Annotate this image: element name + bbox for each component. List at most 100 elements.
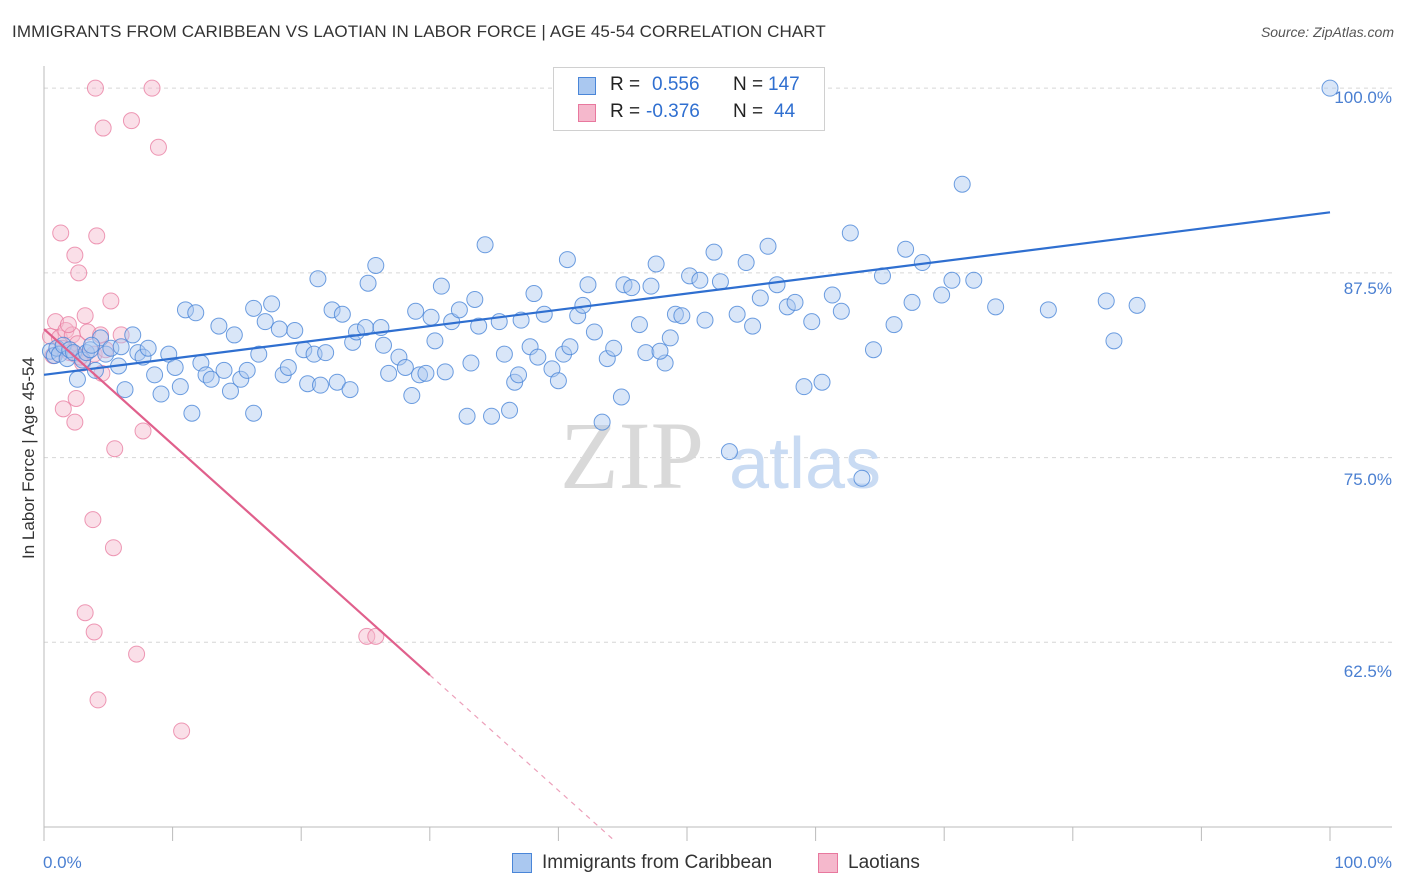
- caribbean-point: [299, 375, 317, 393]
- laotians-points: [41, 79, 385, 740]
- caribbean-point: [953, 175, 971, 193]
- caribbean-point: [561, 338, 579, 356]
- caribbean-trend-line: [43, 211, 1331, 376]
- caribbean-point: [823, 286, 841, 304]
- caribbean-point: [375, 336, 393, 354]
- laotians-point: [122, 112, 140, 130]
- trend-lines: [43, 211, 1331, 840]
- laotians-point: [70, 264, 88, 282]
- caribbean-point: [585, 323, 603, 341]
- caribbean-point: [359, 274, 377, 292]
- caribbean-point: [202, 370, 220, 388]
- laotians-point: [76, 307, 94, 325]
- y-tick-label-87-5: 87.5%: [1343, 279, 1392, 298]
- laotians-point: [85, 623, 103, 641]
- caribbean-point: [171, 378, 189, 396]
- caribbean-point: [943, 271, 961, 289]
- caribbean-point: [705, 243, 723, 261]
- caribbean-point: [221, 382, 239, 400]
- caribbean-point: [470, 317, 488, 335]
- caribbean-point: [813, 373, 831, 391]
- bottom-legend-swatch: [512, 853, 532, 873]
- caribbean-point: [510, 366, 528, 384]
- caribbean-point: [897, 240, 915, 258]
- caribbean-point: [92, 329, 110, 347]
- laotians-point: [66, 413, 84, 431]
- caribbean-point: [197, 366, 215, 384]
- caribbean-point: [768, 276, 786, 294]
- caribbean-point: [744, 317, 762, 335]
- caribbean-point: [751, 289, 769, 307]
- laotians-point: [104, 539, 122, 557]
- caribbean-point: [328, 373, 346, 391]
- caribbean-point: [256, 313, 274, 331]
- correlation-legend: R = 0.556 N = 147 R = -0.376 N = 44: [553, 67, 825, 131]
- laotians-point: [66, 246, 84, 264]
- caribbean-point: [903, 293, 921, 311]
- watermark-atlas: atlas: [729, 424, 881, 504]
- caribbean-point: [187, 304, 205, 322]
- y-tick-label-62-5: 62.5%: [1343, 662, 1392, 681]
- caribbean-point: [462, 354, 480, 372]
- caribbean-point: [65, 344, 83, 362]
- caribbean-point: [232, 370, 250, 388]
- caribbean-point: [396, 358, 414, 376]
- caribbean-point: [225, 326, 243, 344]
- laotians-point: [76, 604, 94, 622]
- caribbean-point: [166, 358, 184, 376]
- caribbean-point: [549, 372, 567, 390]
- caribbean-point: [696, 311, 714, 329]
- caribbean-point: [885, 316, 903, 334]
- y-tick-label-100: 100.0%: [1334, 88, 1392, 107]
- legend-r-value: 0.556: [652, 74, 700, 95]
- caribbean-point: [341, 381, 359, 399]
- caribbean-point: [238, 361, 256, 379]
- caribbean-point: [279, 358, 297, 376]
- caribbean-point: [666, 305, 684, 323]
- legend-r-value: -0.376: [646, 101, 700, 122]
- caribbean-point: [432, 277, 450, 295]
- caribbean-point: [795, 378, 813, 396]
- caribbean-point: [176, 301, 194, 319]
- caribbean-point: [112, 338, 130, 356]
- laotians-point: [106, 440, 124, 458]
- caribbean-point: [933, 286, 951, 304]
- legend-n-value: 147: [768, 74, 800, 95]
- caribbean-point: [711, 273, 729, 291]
- x-tick-label-min: 0.0%: [43, 853, 82, 872]
- caribbean-point: [598, 350, 616, 368]
- caribbean-point: [183, 404, 201, 422]
- laotians-point: [102, 292, 120, 310]
- caribbean-point: [380, 364, 398, 382]
- bottom-legend-label: Immigrants from Caribbean: [542, 852, 773, 873]
- chart-title: IMMIGRANTS FROM CARIBBEAN VS LAOTIAN IN …: [12, 22, 826, 41]
- caribbean-point: [83, 336, 101, 354]
- caribbean-point: [759, 237, 777, 255]
- laotians-point: [128, 645, 146, 663]
- laotians-point: [112, 326, 130, 344]
- caribbean-point: [605, 339, 623, 357]
- laotians-point: [358, 627, 376, 645]
- caribbean-point: [1321, 79, 1339, 97]
- caribbean-point: [68, 370, 86, 388]
- caribbean-point: [579, 276, 597, 294]
- caribbean-point: [263, 295, 281, 313]
- caribbean-point: [450, 301, 468, 319]
- caribbean-point: [210, 317, 228, 335]
- laotians-point: [173, 722, 191, 740]
- caribbean-point: [965, 271, 983, 289]
- caribbean-point: [357, 319, 374, 337]
- legend-swatch-laotians: [578, 104, 596, 122]
- caribbean-point: [458, 407, 476, 425]
- caribbean-point: [778, 298, 796, 316]
- caribbean-point: [411, 366, 429, 384]
- y-axis-title: In Labor Force | Age 45-54: [19, 357, 38, 559]
- caribbean-point: [323, 301, 341, 319]
- legend-n-label: N =: [733, 74, 764, 95]
- caribbean-point: [422, 308, 440, 326]
- caribbean-point: [637, 344, 655, 362]
- caribbean-point: [407, 302, 425, 320]
- caribbean-point: [612, 388, 630, 406]
- caribbean-point: [403, 387, 421, 405]
